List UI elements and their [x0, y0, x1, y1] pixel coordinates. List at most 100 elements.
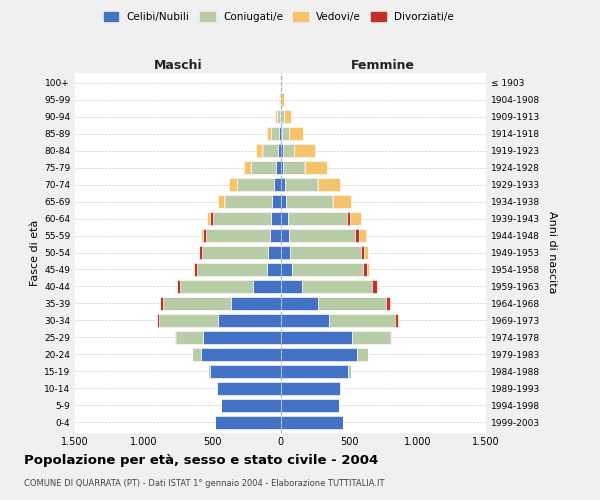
Bar	[287, 212, 347, 225]
Bar	[281, 416, 343, 429]
Bar	[332, 195, 333, 208]
Bar	[203, 229, 206, 242]
Bar	[229, 178, 237, 191]
Bar	[281, 297, 318, 310]
Bar	[231, 297, 281, 310]
Bar	[272, 195, 281, 208]
Bar	[340, 382, 341, 395]
Bar	[279, 127, 281, 140]
Bar	[208, 212, 211, 225]
Bar	[211, 212, 212, 225]
Bar	[199, 246, 202, 259]
Bar	[225, 195, 272, 208]
Bar	[356, 348, 368, 361]
Bar	[294, 144, 315, 157]
Bar	[352, 331, 390, 344]
Bar	[281, 178, 284, 191]
Bar	[271, 127, 279, 140]
Bar	[274, 178, 281, 191]
Bar	[279, 93, 280, 106]
Y-axis label: Fasce di età: Fasce di età	[30, 220, 40, 286]
Text: COMUNE DI QUARRATA (PT) - Dati ISTAT 1° gennaio 2004 - Elaborazione TUTTITALIA.I: COMUNE DI QUARRATA (PT) - Dati ISTAT 1° …	[24, 478, 385, 488]
Bar	[355, 229, 359, 242]
Bar	[160, 297, 163, 310]
Bar	[372, 280, 377, 293]
Bar	[281, 93, 284, 106]
Bar	[281, 144, 283, 157]
Bar	[281, 246, 290, 259]
Bar	[175, 331, 176, 344]
Bar	[390, 297, 391, 310]
Bar	[157, 314, 159, 327]
Bar	[281, 382, 340, 395]
Bar	[208, 364, 210, 378]
Bar	[181, 280, 253, 293]
Text: Popolazione per età, sesso e stato civile - 2004: Popolazione per età, sesso e stato civil…	[24, 454, 378, 467]
Bar	[359, 229, 366, 242]
Bar	[377, 280, 379, 293]
Bar	[177, 280, 181, 293]
Bar	[203, 331, 281, 344]
Bar	[194, 263, 197, 276]
Bar	[218, 314, 281, 327]
Bar	[221, 398, 281, 412]
Bar	[281, 127, 282, 140]
Bar	[281, 280, 302, 293]
Bar	[281, 314, 329, 327]
Bar	[218, 195, 224, 208]
Bar	[269, 229, 281, 242]
Bar	[281, 348, 356, 361]
Bar	[210, 364, 281, 378]
Bar	[281, 212, 287, 225]
Bar	[282, 127, 289, 140]
Bar	[318, 297, 386, 310]
Text: Femmine: Femmine	[351, 58, 415, 71]
Bar	[263, 144, 278, 157]
Bar	[197, 263, 267, 276]
Bar	[267, 127, 271, 140]
Bar	[159, 314, 218, 327]
Bar	[244, 161, 251, 174]
Bar	[192, 348, 201, 361]
Bar	[238, 178, 274, 191]
Bar	[281, 110, 284, 124]
Bar	[281, 76, 282, 90]
Bar	[280, 110, 281, 124]
Bar	[284, 178, 317, 191]
Bar	[251, 161, 277, 174]
Bar	[176, 331, 203, 344]
Bar	[289, 127, 304, 140]
Bar	[281, 263, 292, 276]
Bar	[329, 314, 395, 327]
Bar	[302, 280, 372, 293]
Bar	[361, 246, 364, 259]
Bar	[395, 314, 398, 327]
Bar	[281, 331, 352, 344]
Bar	[201, 348, 281, 361]
Bar	[283, 144, 294, 157]
Bar	[163, 297, 231, 310]
Bar	[253, 280, 281, 293]
Bar	[333, 195, 351, 208]
Bar	[283, 161, 304, 174]
Bar	[292, 263, 363, 276]
Bar	[275, 110, 277, 124]
Bar	[350, 212, 361, 225]
Bar	[289, 229, 355, 242]
Bar	[364, 246, 368, 259]
Bar	[267, 263, 281, 276]
Bar	[202, 246, 268, 259]
Bar	[224, 195, 225, 208]
Bar	[256, 144, 262, 157]
Bar	[201, 229, 203, 242]
Bar	[317, 178, 340, 191]
Bar	[390, 331, 391, 344]
Bar	[212, 212, 271, 225]
Text: Maschi: Maschi	[154, 58, 202, 71]
Bar	[277, 110, 280, 124]
Bar	[281, 398, 339, 412]
Bar	[281, 161, 283, 174]
Legend: Celibi/Nubili, Coniugati/e, Vedovi/e, Divorziati/e: Celibi/Nubili, Coniugati/e, Vedovi/e, Di…	[100, 8, 458, 26]
Bar	[284, 110, 291, 124]
Bar	[281, 229, 289, 242]
